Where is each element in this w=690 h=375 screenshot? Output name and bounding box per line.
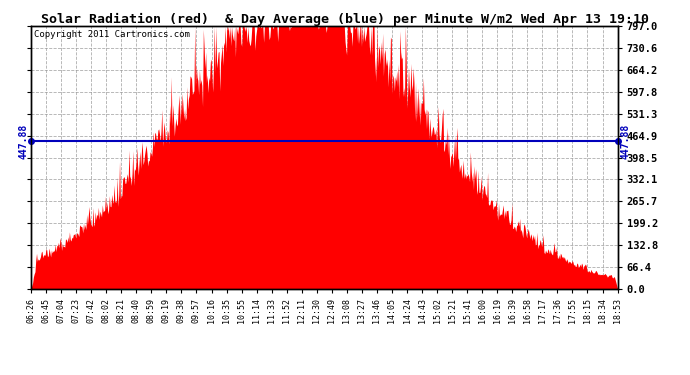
Text: Solar Radiation (red)  & Day Average (blue) per Minute W/m2 Wed Apr 13 19:10: Solar Radiation (red) & Day Average (blu…: [41, 13, 649, 26]
Text: 447.88: 447.88: [18, 124, 28, 159]
Text: Copyright 2011 Cartronics.com: Copyright 2011 Cartronics.com: [34, 30, 190, 39]
Text: 447.88: 447.88: [620, 124, 631, 159]
